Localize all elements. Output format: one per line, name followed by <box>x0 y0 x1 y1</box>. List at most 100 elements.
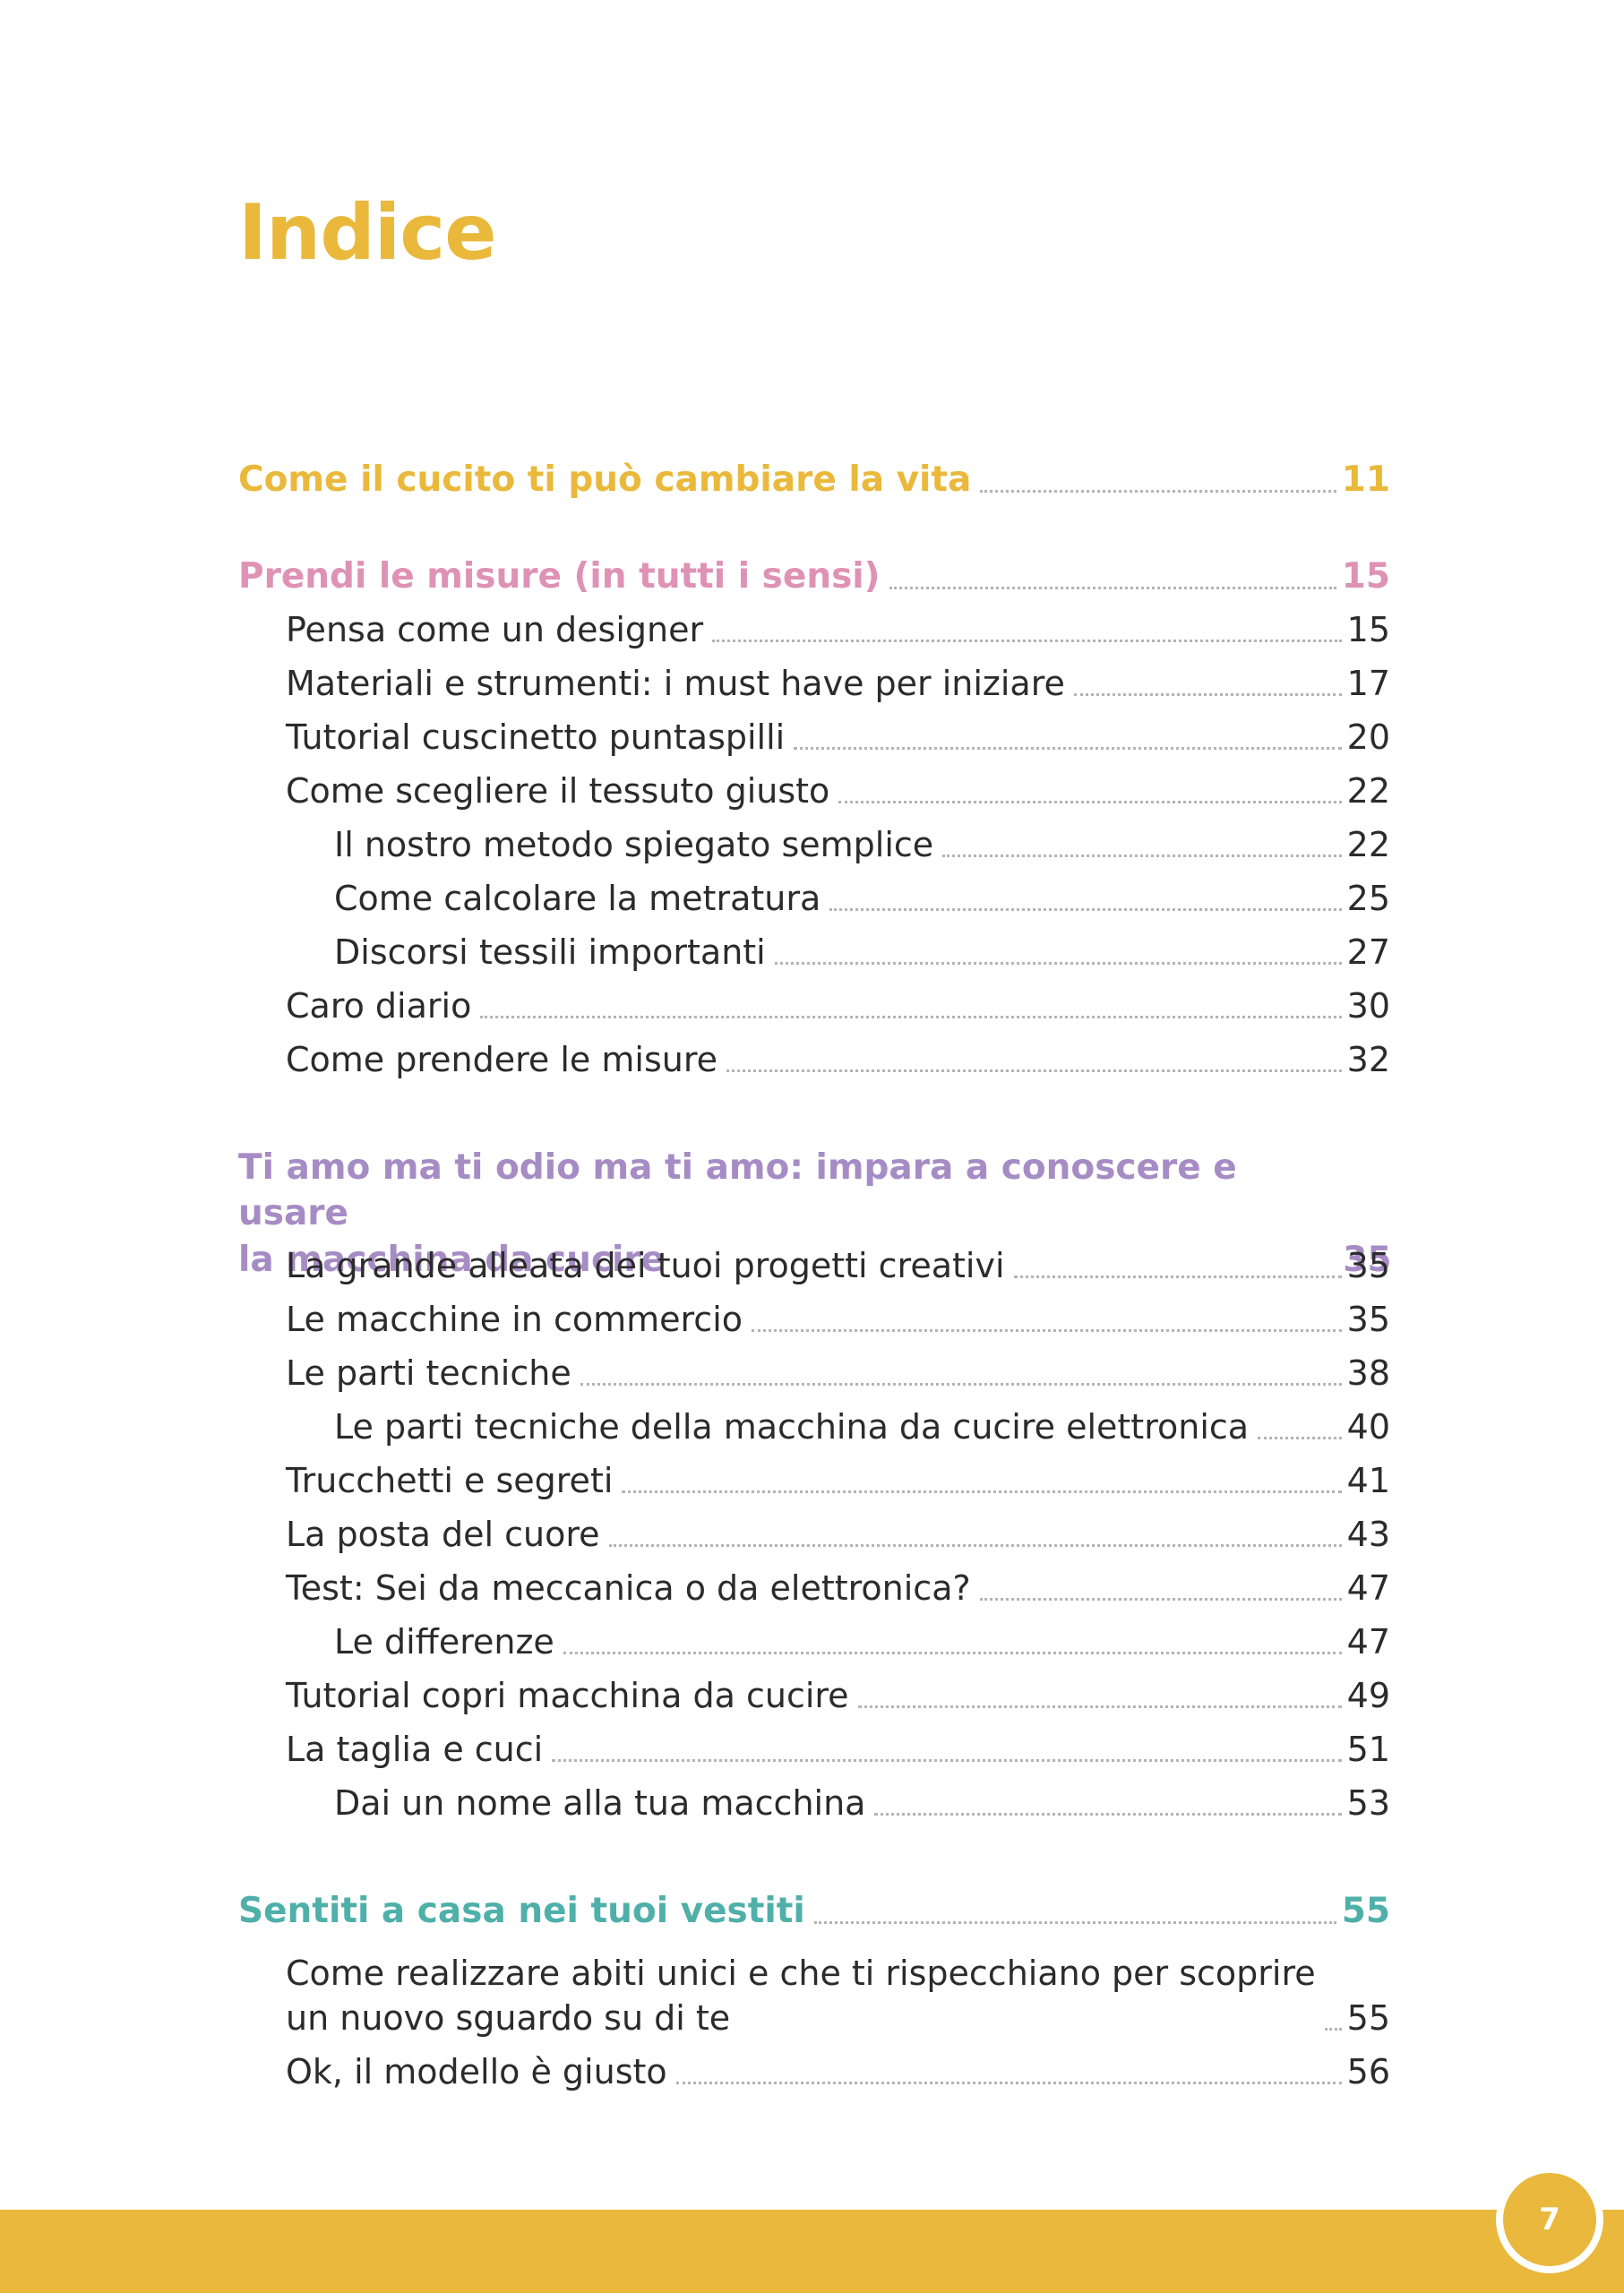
toc-entry-page: 43 <box>1346 1515 1390 1554</box>
toc-entry: Ok, il modello è giusto 56 <box>238 2049 1390 2094</box>
dot-leader <box>1258 1437 1342 1440</box>
toc-entry-title: La posta del cuore <box>286 1515 600 1554</box>
toc-entry-page: 55 <box>1346 1998 1390 2039</box>
toc-entry-page: 22 <box>1346 771 1390 811</box>
toc-entry: Tutorial cuscinetto puntaspilli 20 <box>238 715 1390 760</box>
dot-leader <box>774 962 1342 966</box>
toc-entry: La posta del cuore 43 <box>238 1512 1390 1557</box>
toc-entry-title: Come scegliere il tessuto giusto <box>286 771 830 811</box>
toc-entry-title: Tutorial copri macchina da cucire <box>286 1676 849 1715</box>
toc-entry: Come scegliere il tessuto giusto 22 <box>238 769 1390 813</box>
toc-entry-page: 47 <box>1346 1568 1390 1608</box>
toc-entry-page: 11 <box>1341 459 1390 500</box>
toc-entry-title: Come calcolare la metratura <box>334 879 821 918</box>
toc-entry-page: 53 <box>1346 1783 1390 1823</box>
toc-entry-title: Le differenze <box>334 1622 554 1662</box>
toc-entry: Trucchetti e segreti 41 <box>238 1458 1390 1503</box>
toc-entry-page: 55 <box>1341 1891 1390 1931</box>
toc-entry: Caro diario 30 <box>238 983 1390 1028</box>
toc-entry-title: Dai un nome alla tua macchina <box>334 1783 866 1823</box>
toc-entry: Come calcolare la metratura 25 <box>238 876 1390 921</box>
toc-entry-title: Ok, il modello è giusto <box>286 2052 667 2091</box>
toc-entry-page: 35 <box>1346 1300 1390 1339</box>
toc-entry-title: Come prendere le misure <box>286 1040 718 1079</box>
toc-entry-page: 38 <box>1346 1353 1390 1393</box>
toc-entry-title: La taglia e cuci <box>286 1730 544 1769</box>
toc-section: Ti amo ma ti odio ma ti amo: impara a co… <box>238 1145 1392 1283</box>
toc-entry: Tutorial copri macchina da cucire 49 <box>238 1673 1390 1718</box>
toc-entry-title: Trucchetti e segreti <box>286 1461 614 1500</box>
dot-leader <box>1324 2028 1342 2031</box>
toc-entry-page: 56 <box>1346 2052 1390 2091</box>
toc-entry-title: Test: Sei da meccanica o da elettronica? <box>286 1568 971 1608</box>
dot-leader <box>794 747 1342 751</box>
toc-entry-page: 32 <box>1346 1040 1390 1079</box>
dot-leader <box>563 1652 1342 1655</box>
toc-entry: Test: Sei da meccanica o da elettronica?… <box>238 1566 1390 1610</box>
toc-entry: Discorsi tessili importanti 27 <box>238 930 1390 975</box>
footer-bar <box>0 2210 1624 2293</box>
dot-leader <box>838 801 1342 804</box>
toc-entry-page: 30 <box>1346 986 1390 1026</box>
toc-entry-page: 51 <box>1346 1730 1390 1769</box>
toc-entry-page: 25 <box>1346 879 1390 918</box>
toc-entry: Dai un nome alla tua macchina 53 <box>238 1781 1390 1825</box>
toc-entry-title: Tutorial cuscinetto puntaspilli <box>286 717 786 757</box>
toc-entry: Materiali e strumenti: i must have per i… <box>238 661 1390 706</box>
toc-entry-page: 49 <box>1346 1676 1390 1715</box>
toc-entry: Le differenze 47 <box>238 1619 1390 1664</box>
page-number-badge: 7 <box>1496 2166 1603 2273</box>
toc-entry-page: 20 <box>1346 717 1390 757</box>
toc-entry-title: Sentiti a casa nei tuoi vestiti <box>238 1891 805 1931</box>
toc-entry-title: Pensa come un designer <box>286 610 704 649</box>
dot-leader <box>829 908 1342 912</box>
dot-leader <box>608 1544 1342 1548</box>
toc-entry-title: La grande alleata dei tuoi progetti crea… <box>286 1246 1005 1285</box>
dot-leader <box>874 1813 1342 1816</box>
toc-entry-page: 22 <box>1346 825 1390 864</box>
dot-leader <box>675 2082 1342 2085</box>
toc-entry-page: 17 <box>1346 664 1390 703</box>
toc-entry-page: 15 <box>1346 610 1390 649</box>
toc-entry-title: Le parti tecniche della macchina da cuci… <box>334 1407 1250 1447</box>
toc-section: Come il cucito ti può cambiare la vita 11 <box>238 457 1390 502</box>
toc-entry: Le macchine in commercio 35 <box>238 1297 1390 1342</box>
toc-entry-title: Le parti tecniche <box>286 1353 571 1393</box>
toc-entry-page: 35 <box>1343 1239 1392 1280</box>
toc-entry: Come prendere le misure 32 <box>238 1037 1390 1082</box>
toc-entry-page: 40 <box>1346 1407 1390 1447</box>
toc-entry-title: Il nostro metodo spiegato semplice <box>334 825 934 864</box>
toc-entry-title: Caro diario <box>286 986 472 1026</box>
dot-leader <box>857 1705 1342 1709</box>
dot-leader <box>979 1598 1342 1602</box>
toc-entry-page: 27 <box>1346 932 1390 972</box>
dot-leader <box>552 1759 1342 1763</box>
page-number: 7 <box>1539 2202 1560 2237</box>
dot-leader <box>1013 1275 1342 1279</box>
toc-entry: Pensa come un designer 15 <box>238 607 1390 652</box>
dot-leader <box>980 490 1336 494</box>
dot-leader <box>712 640 1342 643</box>
toc-entry-page: 47 <box>1346 1622 1390 1662</box>
toc-entry-title: Discorsi tessili importanti <box>334 932 766 972</box>
toc-entry-page: 15 <box>1341 556 1390 597</box>
toc-entry: Il nostro metodo spiegato semplice 22 <box>238 822 1390 867</box>
dot-leader <box>1073 693 1342 697</box>
toc-entry-page: 41 <box>1346 1461 1390 1500</box>
toc-entry-title: Come realizzare abiti unici e che ti ris… <box>286 1954 1316 2039</box>
dot-leader <box>726 1069 1342 1073</box>
page-title: Indice <box>238 188 497 278</box>
toc-entry: La taglia e cuci 51 <box>238 1727 1390 1772</box>
toc-entry-title: Le macchine in commercio <box>286 1300 743 1339</box>
toc-entry-page: 35 <box>1346 1246 1390 1285</box>
dot-leader <box>480 1016 1342 1019</box>
toc-section: Sentiti a casa nei tuoi vestiti 55 <box>238 1888 1390 1934</box>
dot-leader <box>889 587 1336 590</box>
dot-leader <box>622 1490 1342 1494</box>
toc-entry: Le parti tecniche della macchina da cuci… <box>238 1404 1390 1449</box>
dot-leader <box>752 1329 1342 1333</box>
dot-leader <box>942 855 1342 858</box>
toc-entry: La grande alleata dei tuoi progetti crea… <box>238 1243 1390 1288</box>
dot-leader <box>580 1383 1342 1387</box>
toc-entry-title: Prendi le misure (in tutti i sensi) <box>238 556 881 597</box>
